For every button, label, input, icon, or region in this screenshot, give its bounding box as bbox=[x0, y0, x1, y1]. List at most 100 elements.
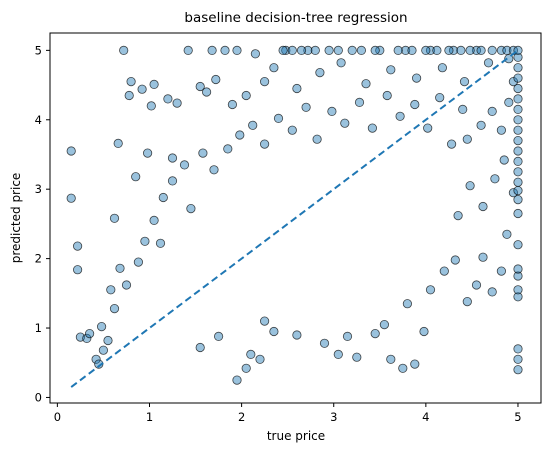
data-point bbox=[183, 45, 193, 56]
data-point bbox=[513, 285, 523, 295]
data-point bbox=[246, 349, 256, 359]
data-point bbox=[250, 49, 260, 59]
data-point bbox=[490, 174, 500, 184]
data-point bbox=[462, 296, 472, 307]
x-tick-label: 1 bbox=[146, 410, 153, 424]
data-point bbox=[478, 252, 488, 262]
data-point bbox=[211, 74, 221, 85]
data-point bbox=[370, 45, 380, 56]
data-point bbox=[333, 45, 343, 56]
data-point bbox=[425, 285, 436, 295]
data-point bbox=[513, 136, 523, 146]
data-point bbox=[425, 45, 436, 56]
data-point bbox=[513, 125, 523, 135]
data-point bbox=[496, 125, 506, 135]
data-point bbox=[143, 148, 153, 158]
data-point bbox=[195, 342, 205, 353]
data-point bbox=[352, 352, 362, 362]
data-point bbox=[296, 45, 307, 56]
data-point bbox=[487, 45, 497, 56]
data-point bbox=[85, 328, 95, 339]
data-point bbox=[423, 123, 433, 133]
data-point bbox=[232, 375, 242, 385]
data-point bbox=[513, 271, 523, 281]
data-point bbox=[483, 58, 494, 68]
data-point bbox=[354, 97, 365, 108]
data-point bbox=[91, 354, 101, 364]
data-point bbox=[513, 156, 523, 166]
data-point bbox=[133, 257, 143, 267]
x-tick-label: 2 bbox=[238, 410, 245, 424]
data-point bbox=[336, 58, 346, 68]
data-point bbox=[269, 63, 279, 73]
data-point bbox=[402, 299, 412, 309]
data-point bbox=[292, 83, 302, 94]
data-point bbox=[235, 130, 245, 140]
data-point bbox=[471, 45, 482, 56]
y-tick-label: 3 bbox=[35, 182, 42, 196]
data-point bbox=[220, 45, 230, 56]
data-point bbox=[437, 63, 447, 73]
data-point bbox=[248, 120, 258, 130]
data-point bbox=[398, 363, 408, 373]
data-point bbox=[361, 79, 371, 89]
data-point bbox=[327, 106, 337, 117]
data-point bbox=[459, 77, 470, 87]
data-point bbox=[513, 146, 523, 156]
data-point bbox=[158, 192, 168, 203]
data-point bbox=[223, 144, 233, 154]
data-point bbox=[508, 77, 519, 87]
data-point bbox=[232, 45, 242, 56]
data-point bbox=[513, 292, 523, 302]
data-point bbox=[410, 359, 420, 369]
data-point bbox=[167, 153, 178, 163]
data-point bbox=[66, 193, 76, 203]
data-point bbox=[347, 45, 357, 56]
data-point bbox=[109, 303, 120, 314]
data-point bbox=[124, 90, 134, 101]
data-point bbox=[312, 134, 322, 144]
data-point bbox=[301, 102, 311, 112]
data-point bbox=[513, 177, 523, 187]
data-point bbox=[195, 81, 205, 92]
plot-border bbox=[49, 32, 542, 404]
data-point bbox=[448, 45, 459, 56]
data-point bbox=[259, 139, 270, 149]
data-point bbox=[450, 255, 460, 265]
data-point bbox=[137, 84, 147, 94]
y-tick-label: 0 bbox=[35, 390, 42, 404]
data-point bbox=[367, 123, 377, 133]
data-point bbox=[333, 349, 343, 359]
data-point bbox=[370, 328, 380, 339]
data-point bbox=[315, 68, 325, 78]
data-point bbox=[400, 45, 411, 56]
data-point bbox=[227, 99, 237, 110]
data-point bbox=[73, 265, 83, 275]
y-axis-label: predicted price bbox=[9, 173, 23, 264]
data-point bbox=[513, 354, 523, 364]
data-point bbox=[281, 45, 291, 56]
data-point bbox=[513, 115, 523, 125]
data-point bbox=[241, 363, 251, 373]
x-axis-ticks: 0 1 2 3 4 5 bbox=[54, 403, 522, 424]
data-point bbox=[106, 285, 116, 295]
data-point bbox=[513, 195, 523, 205]
data-point bbox=[462, 134, 472, 144]
data-point bbox=[241, 90, 251, 101]
data-point bbox=[146, 101, 156, 111]
data-point bbox=[259, 77, 270, 87]
plot-area bbox=[49, 32, 542, 404]
data-point bbox=[82, 333, 92, 343]
data-point bbox=[119, 45, 129, 56]
data-point bbox=[411, 73, 422, 83]
y-tick-label: 1 bbox=[35, 321, 42, 335]
data-point bbox=[513, 264, 523, 274]
reference-line bbox=[70, 49, 519, 388]
data-point bbox=[214, 331, 224, 341]
data-point bbox=[476, 45, 486, 56]
data-point bbox=[465, 181, 475, 191]
data-point bbox=[292, 330, 302, 340]
data-point bbox=[103, 335, 113, 346]
data-point bbox=[379, 319, 389, 330]
